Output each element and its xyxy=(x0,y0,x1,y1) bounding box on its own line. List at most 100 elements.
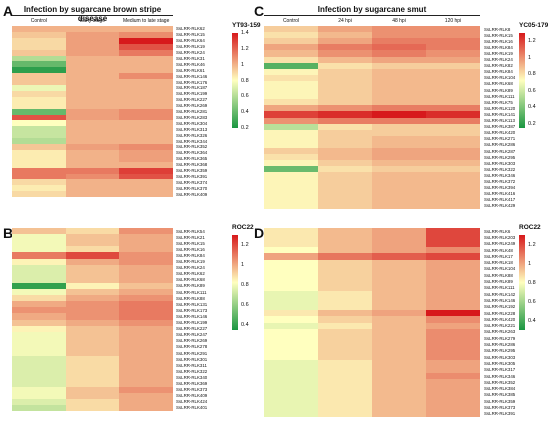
heatmap-cell xyxy=(12,228,66,235)
heatmap-cell xyxy=(318,341,373,348)
heatmap-cell xyxy=(318,80,373,88)
heatmap-cell xyxy=(426,50,481,57)
row-label: SsLRR-RLK420 xyxy=(484,130,516,136)
heatmap-cell xyxy=(119,85,174,92)
heatmap-cell xyxy=(372,391,427,399)
heatmap-cell xyxy=(119,246,174,253)
heatmap-cell xyxy=(12,258,66,265)
heatmap-cell xyxy=(12,270,66,278)
row-label: SsLRR-RLK417 xyxy=(484,197,516,203)
heatmap-cell xyxy=(318,154,373,161)
heatmap-cell xyxy=(318,123,373,130)
heatmap-cell xyxy=(372,135,427,143)
row-label: SsLRR-RLK104 xyxy=(484,266,516,272)
heatmap-cell xyxy=(65,61,120,68)
heatmap-cell xyxy=(426,178,481,185)
heatmap-cell xyxy=(264,347,319,355)
panel-title: Infection by sugarcane brown stripe dise… xyxy=(23,5,162,23)
heatmap-cell xyxy=(119,282,174,290)
row-label: SsLRR-RLK291 xyxy=(176,350,208,356)
heatmap-cell xyxy=(318,272,373,279)
row-label: SsLRR-RLK221 xyxy=(484,323,516,329)
heatmap-cell xyxy=(119,228,174,235)
heatmap-cell xyxy=(318,253,373,260)
heatmap-cell xyxy=(372,278,427,285)
row-label: SsLRR-RLK305 xyxy=(484,360,516,366)
heatmap-cell xyxy=(119,350,174,357)
heatmap-cell xyxy=(12,307,66,314)
heatmap-cell xyxy=(372,246,427,254)
heatmap-cell xyxy=(318,309,373,317)
heatmap-cell xyxy=(12,313,66,320)
heatmap-cell xyxy=(119,258,174,265)
heatmap-cell xyxy=(12,234,66,241)
row-label: SsLRR-RLK278 xyxy=(176,344,208,350)
heatmap-cell xyxy=(12,386,66,393)
row-label: SsLRR-RLK369 xyxy=(176,381,208,387)
heatmap-cell xyxy=(426,253,481,260)
row-label: SsLRR-RLK227 xyxy=(176,326,208,332)
row-label: SsLRR-RLK15 xyxy=(484,32,513,38)
heatmap-cell xyxy=(372,291,427,298)
heatmap-cell xyxy=(318,398,373,405)
column-header: Early stage xyxy=(79,18,105,24)
heatmap-cell xyxy=(372,172,427,179)
heatmap-cell xyxy=(426,297,481,304)
heatmap-cell xyxy=(119,276,174,284)
column-header: 48 hpi xyxy=(392,18,406,24)
heatmap-cell xyxy=(426,141,481,149)
colorbar-tick-label: 0.4 xyxy=(241,322,249,328)
heatmap-cell xyxy=(264,74,319,82)
heatmap-cell xyxy=(318,190,373,198)
colorbar xyxy=(232,235,238,330)
heatmap-cell xyxy=(12,319,66,326)
heatmap-cell xyxy=(12,337,66,345)
heatmap-cell xyxy=(65,380,120,387)
heatmap-cell xyxy=(426,398,481,405)
heatmap-cell xyxy=(318,178,373,185)
colorbar-tick-label: 0.8 xyxy=(528,71,536,78)
colorbar xyxy=(519,235,525,330)
row-label: SsLRR-RLK15 xyxy=(176,240,205,246)
heatmap-cell xyxy=(372,385,427,393)
heatmap-cell xyxy=(426,316,481,323)
heatmap-cell xyxy=(12,31,66,39)
heatmap-cell xyxy=(372,379,427,386)
heatmap-cell xyxy=(264,154,319,161)
heatmap-cell xyxy=(264,297,319,304)
heatmap-cell xyxy=(426,38,481,45)
heatmap-cell xyxy=(119,179,174,186)
heatmap-cell xyxy=(372,202,427,210)
heatmap-cell xyxy=(264,26,319,33)
row-label: SsLRR-RLK111 xyxy=(176,289,207,295)
heatmap-cell xyxy=(426,272,481,279)
row-label: SsLRR-RLK373 xyxy=(484,405,516,411)
row-label: SsLRR-RLK311 xyxy=(176,362,207,368)
heatmap-cell xyxy=(318,322,373,330)
panel-title: Infection by sugarcane smut xyxy=(317,5,427,14)
heatmap-cell xyxy=(119,270,174,278)
heatmap-cell xyxy=(65,43,120,50)
heatmap-cell xyxy=(318,265,373,273)
heatmap-cell xyxy=(426,228,481,235)
heatmap-cell xyxy=(264,80,319,88)
heatmap-cell xyxy=(65,132,120,139)
heatmap-cell xyxy=(12,120,66,127)
heatmap-cell xyxy=(372,297,427,304)
heatmap-cell xyxy=(65,295,120,302)
heatmap-cell xyxy=(264,341,319,348)
heatmap-cell xyxy=(318,347,373,355)
heatmap-cell xyxy=(65,301,120,308)
colorbar-tick-label: 0.4 xyxy=(241,109,249,116)
colorbar-tick-label: 1 xyxy=(241,262,245,268)
panel-letter: A xyxy=(3,3,14,19)
heatmap-cell xyxy=(65,26,120,33)
heatmap-cell xyxy=(318,184,373,191)
heatmap-cell xyxy=(426,74,481,82)
heatmap-cell xyxy=(318,117,373,124)
row-label: SsLRR-RLK368 xyxy=(176,162,208,168)
heatmap-cell xyxy=(318,32,373,39)
heatmap-cell xyxy=(426,404,481,411)
heatmap-cell xyxy=(65,149,120,157)
heatmap-cell xyxy=(264,316,319,323)
